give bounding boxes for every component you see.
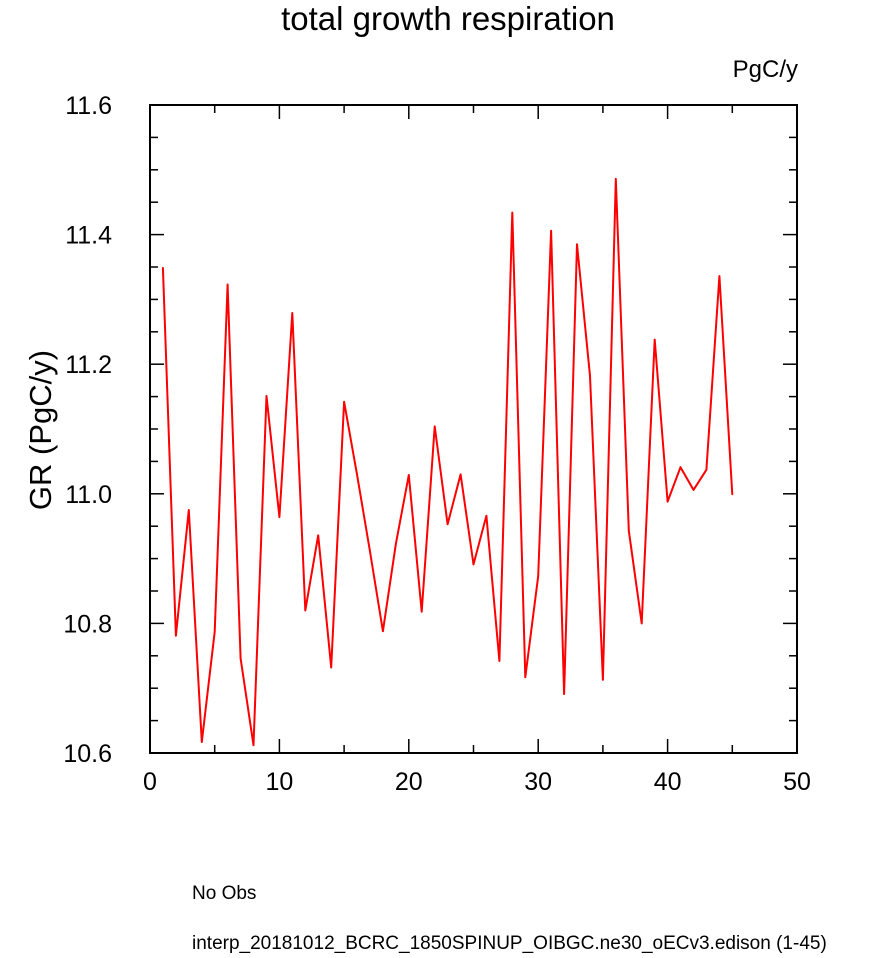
data-point [278,516,281,518]
plot-frame [149,104,798,754]
y-tick-label: 11.4 [65,222,112,250]
data-point [408,474,410,476]
data-point [550,229,552,232]
data-point [343,400,345,403]
data-point [239,657,242,660]
data-point [200,741,203,743]
data-point [420,610,423,613]
data-point [524,676,527,678]
data-point [226,283,229,286]
data-point [705,469,708,471]
data-point [304,609,307,612]
x-tick-label: 50 [783,768,811,796]
series-group [161,177,734,747]
data-point [666,500,669,503]
data-point [627,529,630,532]
y-tick-label: 10.8 [63,610,112,638]
data-point [576,243,578,246]
data-point [615,178,617,180]
x-tick-label: 10 [265,768,293,796]
data-point [485,515,488,517]
data-point [472,563,475,566]
data-point [498,660,501,662]
legend-label: interp_20181012_BCRC_1850SPINUP_OIBGC.ne… [192,933,827,954]
data-point [537,575,539,577]
axis-ticks [149,104,798,754]
data-point [692,489,695,491]
data-point [213,631,216,633]
data-point [602,678,604,681]
data-point [330,666,332,669]
data-point [291,312,294,314]
data-point [718,275,721,277]
y-tick-label: 11.2 [65,351,112,379]
data-point [653,338,656,341]
units-label: PgC/y [732,56,798,83]
legend-item-no-obs: No Obs [48,882,256,906]
x-tick-label: 40 [654,768,682,796]
x-tick-label: 0 [143,768,157,796]
data-point [317,534,320,537]
data-point [589,375,591,377]
data-point [511,211,514,214]
data-point [459,473,462,476]
data-point [679,466,682,469]
data-point [731,493,734,496]
data-point [356,473,358,476]
y-tick-label: 11.6 [65,92,112,120]
y-tick-label: 10.6 [63,740,112,768]
chart-title: total growth respiration [281,0,615,37]
data-point [446,523,449,526]
x-tick-label: 20 [395,768,423,796]
series-line [161,177,734,747]
data-point [640,622,643,625]
data-point [175,634,177,637]
x-tick-label: 30 [524,768,552,796]
axis-tick-labels: 0 10 20 30 40 50 10.6 10.8 11.0 11.2 11.4 11.6 [63,92,811,796]
data-point [162,266,164,269]
data-point [265,395,268,397]
legend-label: No Obs [192,883,257,904]
legend-item-model: interp_20181012_BCRC_1850SPINUP_OIBGC.ne… [48,932,827,956]
data-point [188,509,190,511]
data-point [369,550,371,553]
data-point [252,744,255,747]
y-tick-label: 11.0 [65,481,112,509]
data-point [563,693,565,695]
data-point [395,542,397,545]
data-point [382,630,384,632]
data-point [433,425,436,428]
